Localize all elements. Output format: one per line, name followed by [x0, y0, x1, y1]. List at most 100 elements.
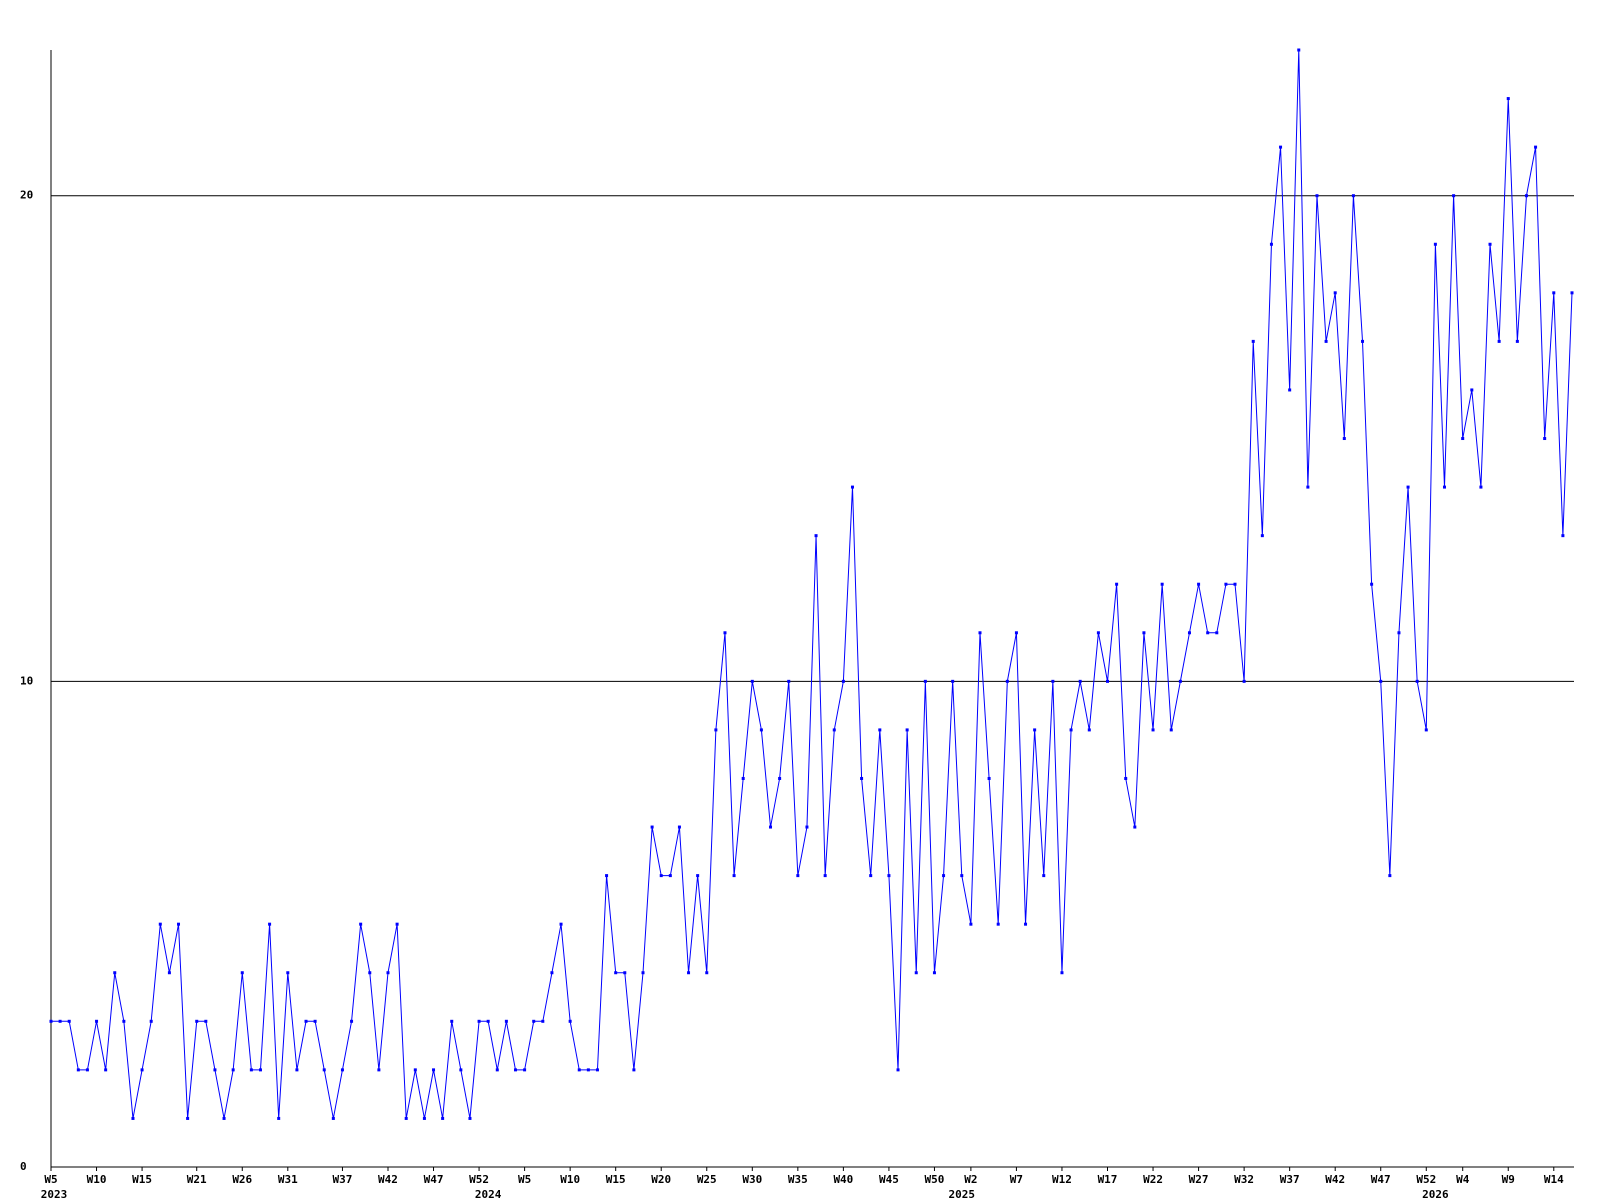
data-point [1042, 874, 1046, 878]
data-point [823, 874, 827, 878]
data-point [1178, 679, 1182, 683]
x-tick-label: W32 [1234, 1173, 1254, 1186]
data-point [860, 776, 864, 780]
data-point [896, 1068, 900, 1072]
x-tick-label: W7 [1010, 1173, 1023, 1186]
data-point [914, 971, 918, 975]
x-tick-label: W5 [518, 1173, 531, 1186]
data-point [95, 1019, 99, 1023]
x-tick-label: W4 [1456, 1173, 1470, 1186]
x-tick-label: W2 [964, 1173, 977, 1186]
data-point [1543, 437, 1547, 441]
data-point [1197, 582, 1201, 586]
data-point [1251, 339, 1255, 343]
data-point [1133, 825, 1137, 829]
data-point [1406, 485, 1410, 489]
data-point [577, 1068, 581, 1072]
x-tick-label: W12 [1052, 1173, 1072, 1186]
data-point [477, 1019, 481, 1023]
data-point [313, 1019, 317, 1023]
data-point [1379, 679, 1383, 683]
data-point [687, 971, 691, 975]
x-tick-label: W20 [651, 1173, 671, 1186]
data-point [286, 971, 290, 975]
data-point [951, 679, 955, 683]
data-point [1333, 291, 1337, 295]
x-tick-label: W31 [278, 1173, 298, 1186]
data-point [222, 1116, 226, 1120]
data-point [122, 1019, 126, 1023]
data-point [996, 922, 1000, 926]
data-point [923, 679, 927, 683]
data-point [177, 922, 181, 926]
data-point [350, 1019, 354, 1023]
x-tick-label: W52 [469, 1173, 489, 1186]
x-tick-label: W50 [925, 1173, 945, 1186]
year-label: 2024 [475, 1188, 502, 1200]
data-point [1242, 679, 1246, 683]
data-point [1206, 631, 1210, 635]
data-point [395, 922, 399, 926]
data-point [1060, 971, 1064, 975]
data-point [796, 874, 800, 878]
data-point [623, 971, 627, 975]
data-point [1224, 582, 1228, 586]
data-point [1524, 194, 1528, 198]
data-point [167, 971, 171, 975]
x-tick-label: W10 [560, 1173, 580, 1186]
data-point [504, 1019, 508, 1023]
data-point [149, 1019, 153, 1023]
year-label: 2025 [949, 1188, 976, 1200]
data-point [1297, 48, 1301, 52]
data-point [677, 825, 681, 829]
x-tick-label: W52 [1416, 1173, 1436, 1186]
data-point [85, 1068, 89, 1072]
data-point [486, 1019, 490, 1023]
data-point [1561, 534, 1565, 538]
data-point [1014, 631, 1018, 635]
x-tick-label: W17 [1098, 1173, 1118, 1186]
data-point [696, 874, 700, 878]
data-point [550, 971, 554, 975]
x-tick-label: W35 [788, 1173, 808, 1186]
data-point [1288, 388, 1292, 392]
data-point [586, 1068, 590, 1072]
data-point [1506, 97, 1510, 101]
data-point [1306, 485, 1310, 489]
data-point [714, 728, 718, 732]
data-point [131, 1116, 135, 1120]
data-point [1096, 631, 1100, 635]
x-tick-label: W37 [1280, 1173, 1300, 1186]
data-point [404, 1116, 408, 1120]
data-point [1470, 388, 1474, 392]
x-tick-label: W47 [1371, 1173, 1391, 1186]
x-tick-label: W10 [87, 1173, 107, 1186]
data-point [459, 1068, 463, 1072]
data-point [832, 728, 836, 732]
data-point [1187, 631, 1191, 635]
data-point [1388, 874, 1392, 878]
data-point [978, 631, 982, 635]
data-point [650, 825, 654, 829]
data-point [632, 1068, 636, 1072]
data-point [942, 874, 946, 878]
x-tick-label: W26 [232, 1173, 252, 1186]
data-point [1024, 922, 1028, 926]
data-point [1397, 631, 1401, 635]
data-point [1115, 582, 1119, 586]
y-tick-label: 0 [20, 1160, 27, 1173]
data-point [67, 1019, 71, 1023]
x-tick-label: W25 [697, 1173, 717, 1186]
data-point [140, 1068, 144, 1072]
x-tick-label: W15 [132, 1173, 152, 1186]
data-point [878, 728, 882, 732]
data-point [705, 971, 709, 975]
data-point [1078, 679, 1082, 683]
data-point [1479, 485, 1483, 489]
data-point [1215, 631, 1219, 635]
data-point [450, 1019, 454, 1023]
data-point [104, 1068, 108, 1072]
data-point [1124, 776, 1128, 780]
